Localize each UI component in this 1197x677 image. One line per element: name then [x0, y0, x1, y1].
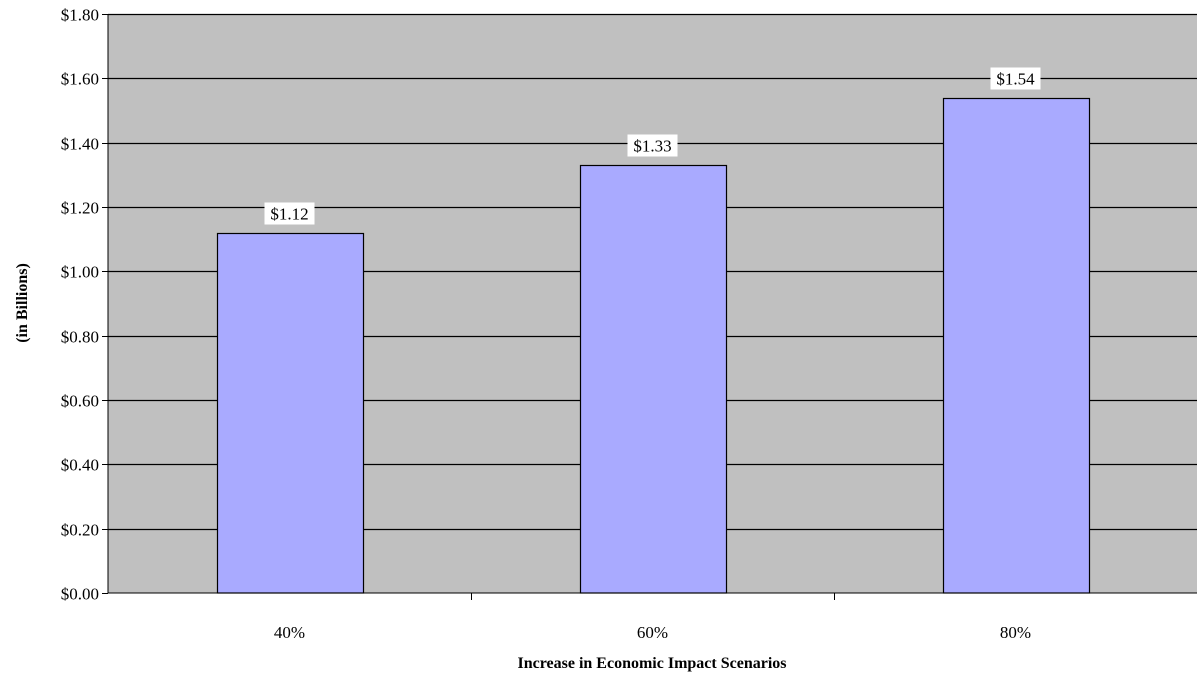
y-tick-label: $0.60 [61, 392, 99, 411]
x-axis-title: Increase in Economic Impact Scenarios [517, 655, 786, 672]
y-tick-label: $0.20 [61, 521, 99, 540]
bar [216, 232, 365, 594]
y-tick-label: $0.00 [61, 585, 99, 604]
y-tick-label: $1.40 [61, 135, 99, 154]
data-labels: $1.12 $1.33 $1.54 [264, 67, 1041, 225]
y-tick-label: $1.00 [61, 263, 99, 282]
data-label-background [264, 202, 315, 225]
y-tick-label: $1.20 [61, 199, 99, 218]
x-tick-label: 60% [637, 623, 668, 642]
y-tick-label: $1.80 [61, 6, 99, 25]
data-label-background [990, 67, 1041, 90]
y-axis-ticks: $0.00 $0.20 $0.40 $0.60 $0.80 $1.00 $1.20 $1.40… [61, 6, 108, 604]
bars [216, 97, 1091, 594]
x-axis-ticks: 40% 60% 80% [274, 593, 1031, 642]
data-label: $1.33 [633, 137, 671, 156]
data-label-background [627, 134, 678, 157]
y-tick-label: $1.60 [61, 70, 99, 89]
bar [942, 97, 1091, 594]
x-tick-label: 80% [1000, 623, 1031, 642]
y-axis-title: (in Billions) [14, 263, 31, 343]
bar [579, 164, 728, 594]
y-tick-label: $0.80 [61, 328, 99, 347]
data-label: $1.12 [270, 205, 308, 224]
y-tick-label: $0.40 [61, 456, 99, 475]
x-tick-label: 40% [274, 623, 305, 642]
axes [107, 14, 1197, 594]
data-label: $1.54 [996, 70, 1035, 89]
